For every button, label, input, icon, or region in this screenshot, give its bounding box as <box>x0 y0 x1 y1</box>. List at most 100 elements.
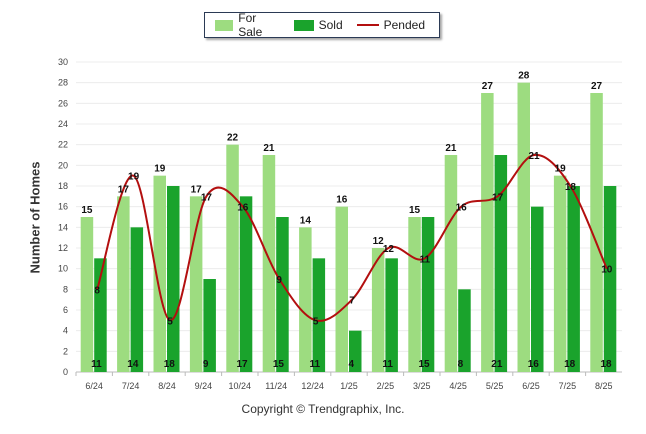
for-sale-value-label: 19 <box>555 164 567 175</box>
bar-sold[interactable] <box>458 289 471 372</box>
bar-for-sale[interactable] <box>590 93 603 372</box>
sold-value-label: 15 <box>418 359 430 370</box>
bar-for-sale[interactable] <box>335 206 349 372</box>
pended-value-label: 11 <box>420 254 431 265</box>
bar-sold[interactable] <box>531 206 544 372</box>
bar-for-sale[interactable] <box>262 155 276 372</box>
sold-swatch-icon <box>293 19 314 31</box>
x-tick-label: 6/25 <box>522 381 540 391</box>
bar-for-sale[interactable] <box>371 248 385 372</box>
for-sale-value-label: 16 <box>336 195 348 206</box>
bar-for-sale[interactable] <box>481 93 494 372</box>
bar-sold[interactable] <box>349 330 362 372</box>
for-sale-value-label: 19 <box>154 164 166 175</box>
pended-line-swatch-icon <box>356 24 379 26</box>
bar-for-sale[interactable] <box>153 175 167 372</box>
y-tick-label: 16 <box>58 202 68 212</box>
y-tick-label: 14 <box>58 222 68 232</box>
legend-label-pended: Pended <box>383 18 425 32</box>
for-sale-value-label: 15 <box>409 205 421 216</box>
bar-sold[interactable] <box>421 217 435 372</box>
x-tick-label: 8/25 <box>595 381 613 391</box>
legend-item-for-sale[interactable]: For Sale <box>215 11 280 39</box>
bar-for-sale[interactable] <box>517 82 531 373</box>
bar-for-sale[interactable] <box>553 175 567 372</box>
legend-item-sold[interactable]: Sold <box>293 18 343 32</box>
legend: For Sale Sold Pended <box>204 11 440 39</box>
for-sale-value-label: 15 <box>81 205 93 216</box>
pended-value-label: 16 <box>237 203 249 214</box>
for-sale-value-label: 28 <box>518 71 530 82</box>
bar-for-sale[interactable] <box>226 144 239 372</box>
y-tick-label: 10 <box>58 264 68 274</box>
bar-for-sale[interactable] <box>80 217 94 372</box>
for-sale-value-label: 14 <box>300 215 312 226</box>
y-tick-label: 20 <box>58 160 68 170</box>
sold-value-label: 8 <box>458 359 464 370</box>
y-tick-label: 26 <box>58 98 68 108</box>
bar-sold[interactable] <box>494 155 508 372</box>
bar-sold[interactable] <box>167 186 180 372</box>
legend-item-pended[interactable]: Pended <box>356 18 425 32</box>
y-tick-label: 4 <box>63 326 68 336</box>
sold-value-label: 4 <box>348 359 354 370</box>
copyright-text: Copyright © Trendgraphix, Inc. <box>241 402 405 416</box>
x-tick-label: 4/25 <box>449 381 467 391</box>
pended-value-label: 5 <box>313 316 319 327</box>
bar-for-sale[interactable] <box>444 155 458 372</box>
pended-value-label: 21 <box>528 151 540 162</box>
y-tick-label: 6 <box>63 305 68 315</box>
x-tick-label: 12/24 <box>301 381 324 391</box>
pended-value-label: 17 <box>201 192 213 203</box>
sold-value-label: 17 <box>236 359 248 370</box>
y-tick-label: 22 <box>58 140 68 150</box>
pended-line <box>96 153 608 322</box>
sold-value-label: 15 <box>273 359 285 370</box>
bar-sold[interactable] <box>385 258 398 372</box>
sold-value-label: 11 <box>382 359 393 370</box>
x-tick-label: 7/25 <box>559 381 577 391</box>
x-tick-label: 6/24 <box>85 381 103 391</box>
sold-value-label: 16 <box>528 359 540 370</box>
x-tick-label: 8/24 <box>158 381 176 391</box>
pended-value-label: 9 <box>276 275 282 286</box>
sold-value-label: 11 <box>91 359 102 370</box>
bar-sold[interactable] <box>276 217 289 372</box>
sold-value-label: 18 <box>600 359 612 370</box>
bar-sold[interactable] <box>203 279 216 372</box>
sold-value-label: 11 <box>310 359 321 370</box>
y-tick-label: 0 <box>63 367 68 377</box>
for-sale-value-label: 27 <box>591 81 603 92</box>
sold-value-label: 14 <box>127 359 139 370</box>
for-sale-value-label: 21 <box>445 143 457 154</box>
pended-value-label: 17 <box>492 192 504 203</box>
pended-value-label: 8 <box>94 285 100 296</box>
bar-sold[interactable] <box>130 227 144 372</box>
bar-for-sale[interactable] <box>189 196 203 372</box>
bar-sold[interactable] <box>603 186 617 372</box>
x-tick-label: 3/25 <box>413 381 431 391</box>
bar-for-sale[interactable] <box>117 196 130 372</box>
pended-value-label: 7 <box>349 296 355 307</box>
x-tick-label: 5/25 <box>486 381 504 391</box>
legend-label-sold: Sold <box>318 18 343 32</box>
legend-label-for-sale: For Sale <box>238 11 263 39</box>
bar-sold[interactable] <box>567 186 580 372</box>
y-axis-label: Number of Homes <box>27 161 43 274</box>
pended-series-line[interactable] <box>96 153 608 322</box>
data-labels: 15 11 17 14 19 18 17 9 22 17 21 15 14 11 16 4 12 11 15 15 21… <box>81 71 612 370</box>
pended-value-label: 19 <box>128 172 140 183</box>
bar-sold[interactable] <box>312 258 326 372</box>
pended-value-label: 18 <box>565 182 577 193</box>
for-sale-value-label: 17 <box>191 184 203 195</box>
y-tick-label: 18 <box>58 181 68 191</box>
sold-value-label: 9 <box>203 359 209 370</box>
bar-for-sale[interactable] <box>408 217 421 372</box>
sold-value-label: 21 <box>491 359 503 370</box>
bar-sold[interactable] <box>239 196 253 372</box>
bar-for-sale[interactable] <box>299 227 312 372</box>
for-sale-value-label: 21 <box>263 143 275 154</box>
x-tick-label: 9/24 <box>195 381 213 391</box>
pended-value-label: 10 <box>601 265 613 276</box>
